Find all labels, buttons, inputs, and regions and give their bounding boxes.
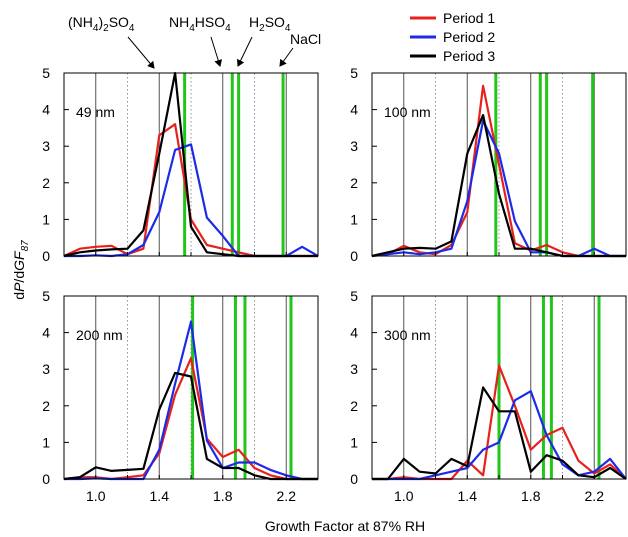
sulfuric-acid-annotation: H2SO4 (249, 14, 291, 34)
y-tick-label: 2 (42, 398, 50, 414)
legend-label-period-2: Period 2 (443, 29, 495, 45)
panels: 0 1 2 3 4 5 49 nm 0 1 2 3 4 5 100 nm 0 1 2 3 4 5 1.0 1.4 1.8 2.… (42, 65, 627, 504)
panel-2: 0 1 2 3 4 5 100 nm (350, 65, 627, 264)
y-tick-label: 5 (42, 288, 50, 304)
panel-1: 0 1 2 3 4 5 49 nm (42, 65, 319, 264)
y-tick-label: 3 (350, 138, 358, 154)
arrow-ammonium-sulfate (127, 36, 155, 69)
arrow-sulfuric-acid (237, 36, 253, 67)
y-tick-label: 5 (42, 65, 50, 81)
y-tick-label: 0 (350, 471, 358, 487)
y-tick-label: 0 (42, 471, 50, 487)
series-line-period-2 (371, 119, 626, 258)
y-tick-label: 1 (42, 211, 50, 227)
series-line-period-3 (63, 71, 318, 258)
y-tick-label: 0 (42, 248, 50, 264)
y-tick-label: 5 (350, 65, 358, 81)
x-tick-label: 1.0 (86, 488, 106, 504)
legend: Period 1 Period 2 Period 3 (410, 10, 495, 64)
y-tick-label: 4 (350, 102, 358, 118)
x-tick-label: 2.2 (585, 488, 605, 504)
panel-size-label: 49 nm (76, 104, 115, 120)
y-tick-label: 4 (42, 102, 50, 118)
x-tick-label: 1.4 (458, 488, 478, 504)
arrow-ammonium-bisulfate (210, 36, 223, 67)
x-tick-label: 1.0 (394, 488, 414, 504)
x-tick-label: 1.4 (150, 488, 170, 504)
legend-label-period-3: Period 3 (443, 48, 495, 64)
y-tick-label: 3 (42, 361, 50, 377)
x-axis-label: Growth Factor at 87% RH (265, 518, 425, 534)
y-tick-label: 0 (350, 248, 358, 264)
y-tick-label: 1 (350, 211, 358, 227)
y-tick-label: 1 (350, 434, 358, 450)
y-tick-label: 4 (350, 325, 358, 341)
y-tick-label: 5 (350, 288, 358, 304)
ammonium-sulfate-annotation: (NH4)2SO4 (68, 14, 135, 34)
panel-size-label: 100 nm (384, 104, 431, 120)
panel-4: 0 1 2 3 4 5 1.0 1.4 1.8 2.2 300 nm (350, 288, 627, 504)
panel-size-label: 300 nm (384, 327, 431, 343)
y-tick-label: 3 (42, 138, 50, 154)
ammonium-bisulfate-annotation: NH4HSO4 (169, 14, 231, 34)
y-tick-label: 2 (350, 398, 358, 414)
legend-label-period-1: Period 1 (443, 10, 495, 26)
y-tick-label: 4 (42, 325, 50, 341)
sodium-chloride-annotation: NaCl (290, 31, 321, 47)
x-tick-label: 2.2 (277, 488, 297, 504)
x-tick-label: 1.8 (213, 488, 233, 504)
y-tick-label: 2 (350, 175, 358, 191)
series-line-period-3 (372, 386, 627, 481)
arrow-sodium-chloride (279, 47, 294, 67)
y-tick-label: 2 (42, 175, 50, 191)
y-tick-label: 1 (42, 434, 50, 450)
y-tick-label: 3 (350, 361, 358, 377)
x-tick-label: 1.8 (521, 488, 541, 504)
panel-3: 0 1 2 3 4 5 1.0 1.4 1.8 2.2 200 nm (42, 288, 319, 504)
panel-size-label: 200 nm (76, 327, 123, 343)
y-axis-label: dP/dGF87 (11, 240, 31, 300)
